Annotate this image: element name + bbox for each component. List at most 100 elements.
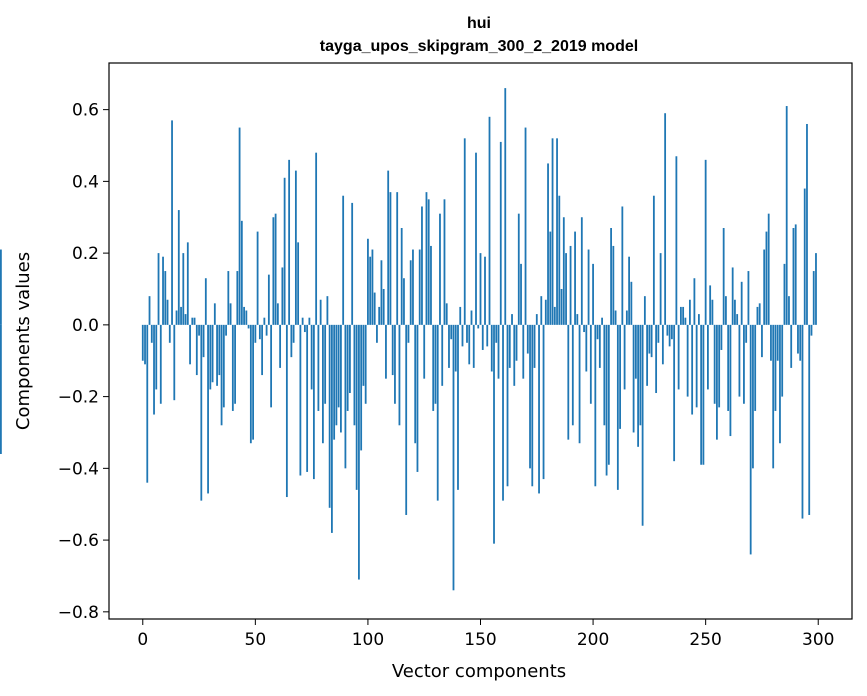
bar: [794, 224, 797, 325]
bar: [571, 324, 574, 426]
bar: [162, 256, 164, 325]
bar: [256, 231, 259, 325]
y-tick-label: −0.2: [58, 388, 99, 408]
bar: [430, 245, 432, 325]
bar: [765, 231, 768, 325]
bar: [709, 285, 712, 325]
bar: [326, 296, 329, 325]
bar: [533, 324, 536, 368]
bar: [321, 324, 324, 444]
bar: [722, 228, 725, 325]
bar: [198, 324, 200, 336]
y-tick-label: 0.0: [72, 316, 99, 336]
bar: [697, 314, 700, 325]
bar: [288, 159, 291, 325]
bar: [652, 195, 655, 325]
bar: [797, 324, 799, 354]
bar: [279, 324, 282, 368]
bar: [812, 271, 815, 325]
bar: [452, 324, 455, 591]
bar: [688, 299, 691, 325]
bar: [263, 317, 266, 325]
bar: [168, 324, 171, 343]
bar: [475, 152, 477, 325]
bar: [792, 228, 795, 325]
chart-subtitle: tayga_upos_skipgram_300_2_2019 model: [320, 38, 638, 55]
bar: [497, 324, 500, 379]
bar: [261, 324, 264, 376]
bar: [434, 324, 437, 404]
bar: [173, 324, 176, 401]
bar: [439, 213, 441, 325]
bar: [373, 292, 376, 325]
bar: [200, 324, 203, 501]
bar: [423, 324, 426, 379]
bar: [180, 306, 182, 325]
x-tick-label: 100: [352, 630, 384, 650]
bar: [333, 324, 336, 440]
bar: [756, 306, 759, 325]
bar: [661, 324, 664, 365]
bar: [445, 303, 448, 325]
bar: [470, 310, 473, 325]
bar: [763, 249, 766, 325]
bar: [418, 249, 421, 325]
bar: [351, 202, 354, 325]
bar: [159, 324, 162, 404]
bar: [484, 256, 486, 325]
bar: [371, 249, 374, 325]
plot-frame: [108, 62, 853, 620]
bar: [166, 299, 169, 325]
bar: [502, 324, 504, 501]
bar: [580, 217, 583, 325]
y-tick-label: 0.4: [72, 172, 99, 192]
bar: [513, 324, 516, 386]
bar: [400, 228, 403, 325]
bar: [517, 213, 520, 325]
bar: [265, 324, 268, 336]
bar: [195, 324, 198, 376]
bar: [772, 324, 775, 469]
x-tick-label: 300: [802, 630, 834, 650]
bar: [175, 310, 178, 325]
bar: [310, 324, 313, 390]
bar: [340, 324, 342, 433]
bar: [276, 303, 279, 325]
bar: [558, 195, 561, 325]
bar: [731, 267, 734, 325]
bar: [632, 324, 635, 433]
bar: [720, 324, 723, 350]
bar: [459, 306, 462, 325]
bar: [666, 324, 669, 336]
bar: [616, 324, 619, 490]
bar: [774, 324, 777, 411]
bar: [204, 278, 207, 325]
bar: [281, 267, 284, 325]
bar: [144, 324, 146, 365]
bar: [648, 324, 651, 354]
bar: [312, 324, 315, 480]
bar: [803, 188, 806, 325]
bar: [441, 324, 444, 386]
bar: [443, 199, 446, 325]
bar: [761, 324, 763, 358]
bar: [301, 317, 304, 325]
bar: [358, 324, 360, 580]
bar: [592, 263, 594, 325]
bar: [718, 324, 721, 408]
bar: [468, 324, 471, 365]
bar: [752, 324, 754, 469]
bar: [535, 314, 538, 325]
bar: [0, 249, 2, 325]
bar: [315, 152, 318, 325]
bar: [677, 324, 680, 390]
y-tick-label: −0.4: [58, 459, 99, 479]
bar: [596, 324, 599, 340]
bar: [716, 324, 718, 440]
bar: [745, 324, 748, 343]
bar: [781, 324, 784, 397]
bar: [641, 324, 644, 526]
bar: [790, 324, 793, 368]
bar: [758, 303, 761, 325]
